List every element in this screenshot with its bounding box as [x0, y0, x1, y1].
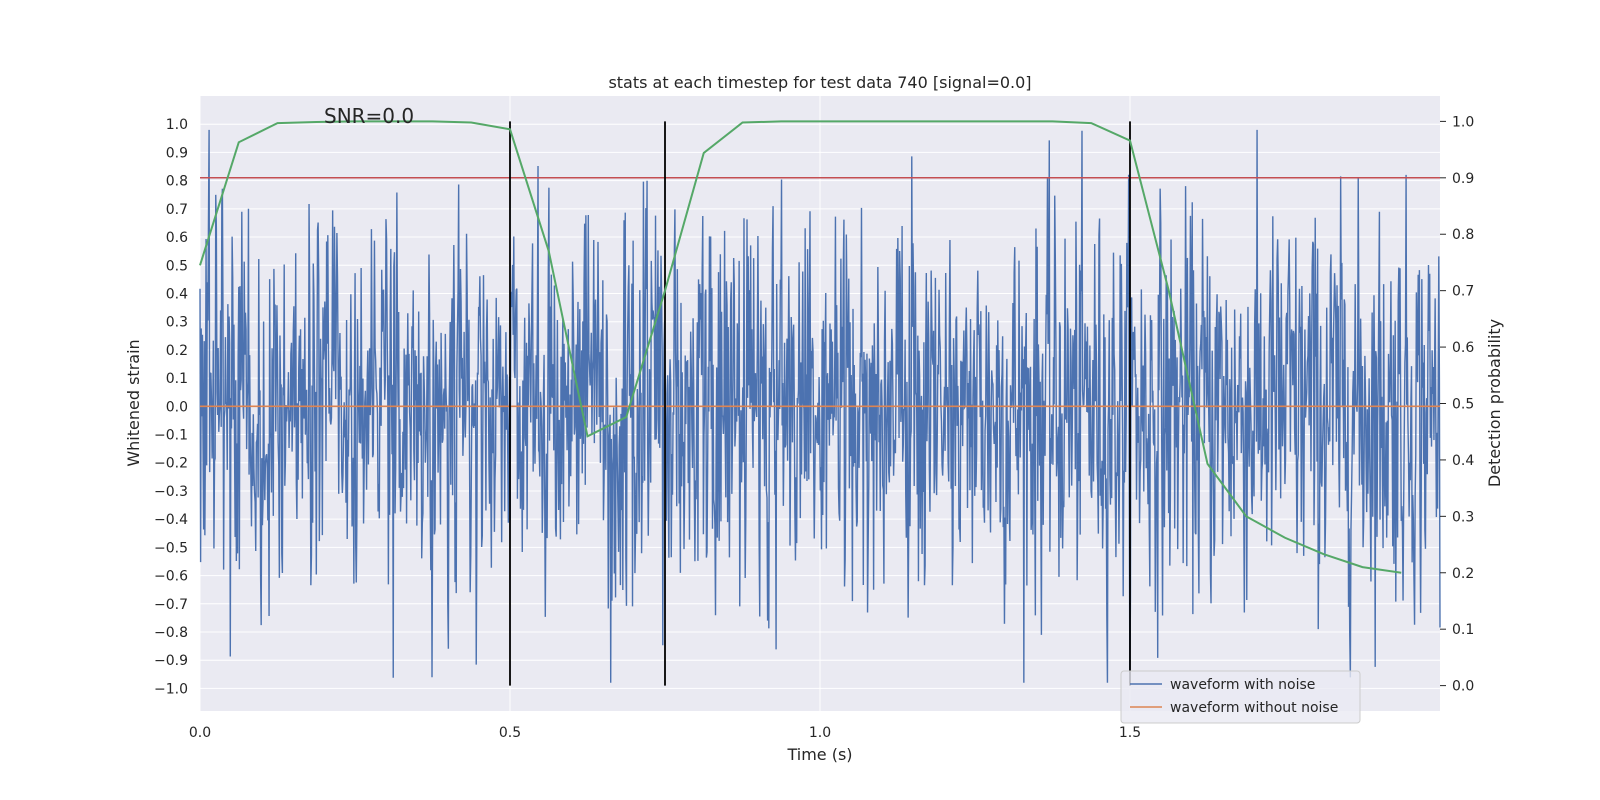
legend-label-noise: waveform with noise: [1170, 677, 1315, 693]
legend: waveform with noise waveform without noi…: [1120, 670, 1361, 724]
snr-annotation: SNR=0.0: [324, 104, 414, 128]
y-tick-label: 0.0: [166, 399, 188, 415]
chart-title: stats at each timestep for test data 740…: [608, 73, 1031, 92]
y2-tick-label: 0.1: [1452, 622, 1474, 638]
y-tick-label: −0.7: [154, 597, 188, 613]
y2-tick-label: 0.3: [1452, 509, 1474, 525]
y-tick-label: −0.1: [154, 428, 188, 444]
y2-tick-label: 0.2: [1452, 566, 1474, 582]
y2-tick-label: 1.0: [1452, 114, 1474, 130]
y-tick-label: −0.8: [154, 625, 188, 641]
y2-tick-label: 0.9: [1452, 171, 1474, 187]
y-tick-label: 0.9: [166, 145, 188, 161]
y2-tick-label: 0.8: [1452, 227, 1474, 243]
y-tick-label: −1.0: [154, 681, 188, 697]
series-waveform-with-noise: [199, 129, 1441, 683]
x-tick-label: 1.0: [809, 725, 831, 741]
y-tick-label: 0.2: [166, 343, 188, 359]
y-tick-label: 0.8: [166, 174, 188, 190]
y2-tick-label: 0.6: [1452, 340, 1474, 356]
y-tick-label: −0.4: [154, 512, 188, 528]
y2-axis-label: Detection probability: [1485, 319, 1504, 487]
y-tick-label: −0.6: [154, 569, 188, 585]
y-tick-label: 0.6: [166, 230, 188, 246]
series-layer: [199, 120, 1441, 686]
series-detection-probability: [199, 120, 1402, 574]
y-tick-label: −0.9: [154, 653, 188, 669]
y2-tick-label: 0.5: [1452, 397, 1474, 413]
y-tick-label: 1.0: [166, 117, 188, 133]
legend-box: [1120, 670, 1361, 724]
x-axis-label: Time (s): [786, 745, 852, 764]
y-tick-label: −0.2: [154, 456, 188, 472]
y2-tick-label: 0.4: [1452, 453, 1474, 469]
x-tick-label: 0.5: [499, 725, 521, 741]
y2-tick-label: 0.7: [1452, 284, 1474, 300]
y2-tick-label: 0.0: [1452, 679, 1474, 695]
x-tick-label: 0.0: [189, 725, 211, 741]
y-tick-label: −0.3: [154, 484, 188, 500]
y-tick-label: 0.5: [166, 258, 188, 274]
y-tick-label: 0.3: [166, 315, 188, 331]
y-tick-label: −0.5: [154, 540, 188, 556]
legend-label-clean: waveform without noise: [1170, 700, 1338, 716]
y-tick-label: 0.1: [166, 371, 188, 387]
y-axis-label: Whitened strain: [124, 339, 143, 466]
y-tick-label: 0.4: [166, 286, 188, 302]
x-tick-label: 1.5: [1119, 725, 1141, 741]
y-tick-label: 0.7: [166, 202, 188, 218]
ticks: −1.0 −0.9 −0.8 −0.7 −0.6 −0.5 −0.4 −0.3 −0.2 −0.1…: [154, 114, 1474, 741]
